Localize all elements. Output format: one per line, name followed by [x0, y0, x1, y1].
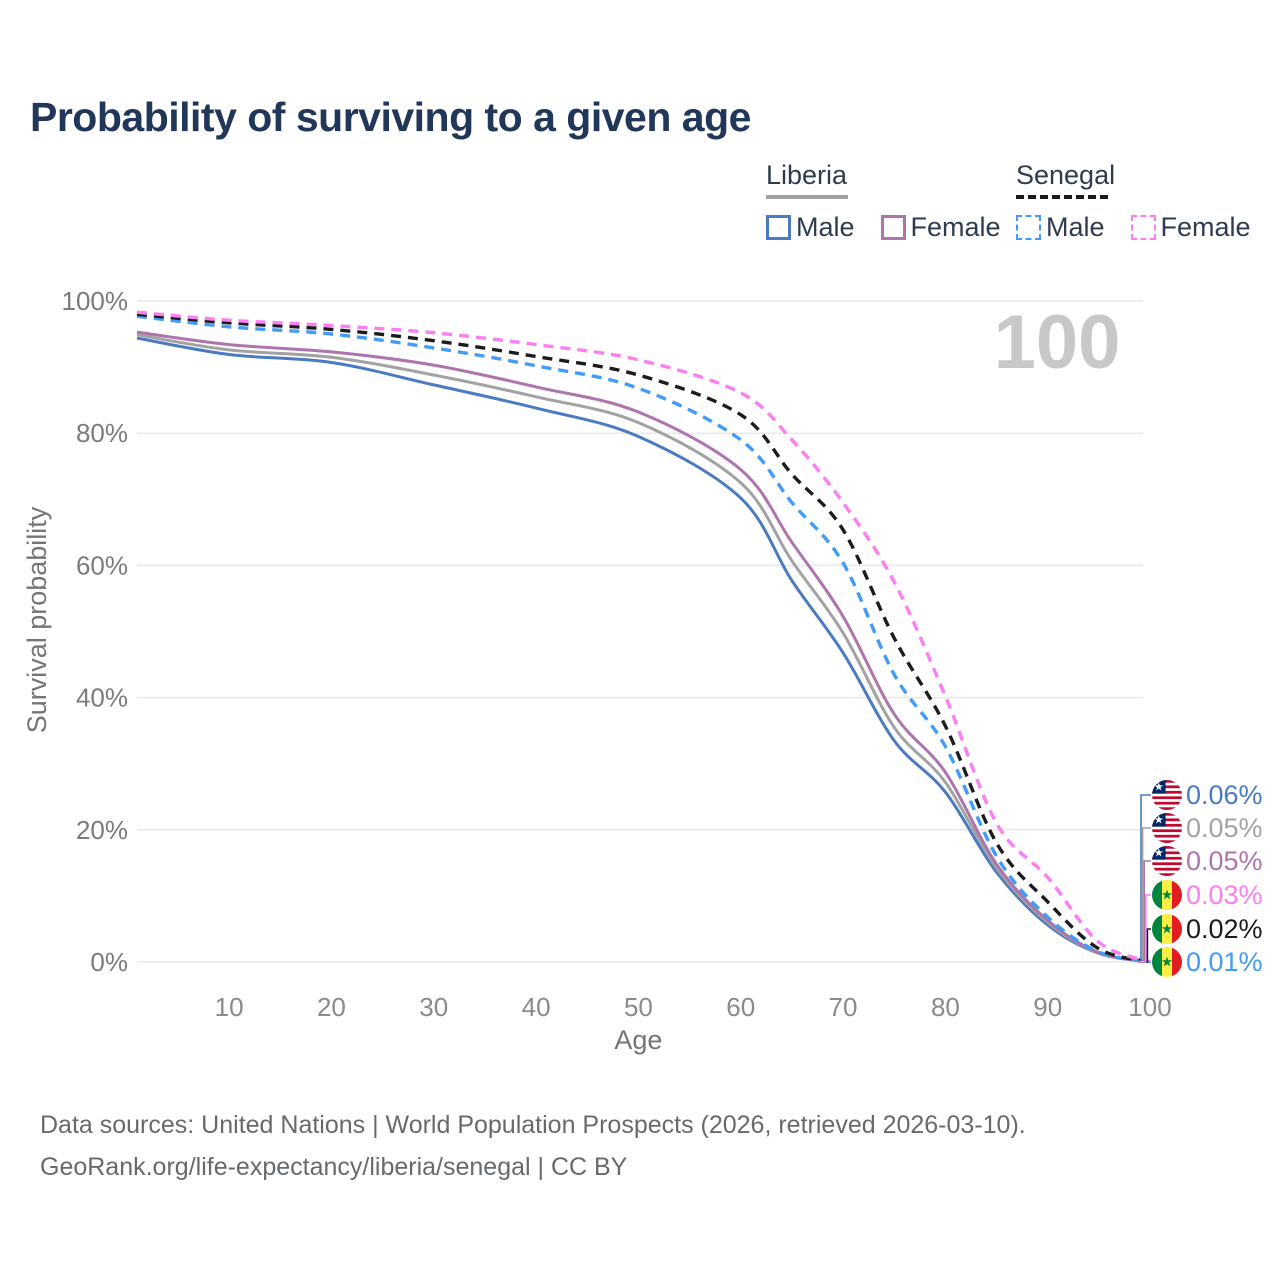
x-tick-label: 90 [1033, 992, 1062, 1022]
legend-item-label: Female [1160, 212, 1251, 242]
y-tick-label: 0% [90, 947, 128, 977]
page-title: Probability of surviving to a given age [30, 94, 751, 140]
x-tick-label: 100 [1128, 992, 1171, 1022]
senegal-flag-icon [1152, 947, 1182, 977]
senegal-line-style-swatch [1016, 195, 1108, 199]
x-tick-label: 10 [215, 992, 244, 1022]
end-label-leader-liberia-female [1138, 860, 1151, 963]
end-label-value-senegal-female: 0.03% [1186, 880, 1263, 910]
x-tick-label: 70 [829, 992, 858, 1022]
legend-item-liberia-male[interactable]: Male [766, 212, 855, 243]
series-line-liberia-female[interactable] [136, 330, 1151, 964]
liberia-line-style-swatch [766, 195, 848, 199]
x-tick-label: 20 [317, 992, 346, 1022]
y-tick-label: 60% [76, 550, 128, 580]
series-line-liberia-all[interactable] [136, 333, 1151, 964]
y-tick-label: 20% [76, 815, 128, 845]
legend-item-label: Male [796, 212, 855, 242]
series-line-senegal-female[interactable] [136, 310, 1151, 964]
footer-attribution: Data sources: United Nations | World Pop… [40, 1104, 1026, 1188]
series-line-senegal-male[interactable] [136, 314, 1151, 964]
attribution-line: GeoRank.org/life-expectancy/liberia/sene… [40, 1153, 628, 1181]
liberia-flag-icon [1152, 813, 1182, 843]
x-tick-label: 30 [419, 992, 448, 1022]
legend-country-senegal[interactable]: Senegal [1016, 160, 1116, 190]
x-tick-label: 40 [522, 992, 551, 1022]
senegal-male-swatch-icon [1016, 215, 1041, 240]
series-line-liberia-male[interactable] [136, 336, 1151, 964]
liberia-flag-icon [1152, 780, 1182, 810]
legend-group-senegal: Senegal Male Female [1016, 160, 1251, 243]
data-source-line: Data sources: United Nations | World Pop… [40, 1111, 1026, 1139]
end-label-value-senegal-male: 0.01% [1186, 947, 1263, 977]
legend-item-liberia-female[interactable]: Female [880, 212, 1001, 243]
end-label-value-liberia-female: 0.05% [1186, 846, 1263, 876]
y-tick-label: 40% [76, 683, 128, 713]
y-tick-label: 80% [76, 418, 128, 448]
legend-item-senegal-male[interactable]: Male [1016, 212, 1105, 243]
end-label-value-liberia-all: 0.05% [1186, 813, 1263, 843]
senegal-flag-icon [1152, 880, 1182, 910]
senegal-female-swatch-icon [1130, 215, 1156, 240]
legend-item-label: Male [1046, 212, 1105, 242]
liberia-flag-icon [1152, 846, 1182, 876]
x-axis-title: Age [614, 1025, 662, 1055]
end-label-value-liberia-male: 0.06% [1186, 780, 1263, 810]
age-indicator-watermark: 100 [994, 300, 1121, 385]
liberia-male-swatch-icon [766, 215, 791, 240]
x-tick-label: 80 [931, 992, 960, 1022]
end-label-value-senegal-all: 0.02% [1186, 914, 1263, 944]
liberia-female-swatch-icon [880, 215, 906, 240]
y-tick-label: 100% [62, 286, 129, 316]
senegal-flag-icon [1152, 914, 1182, 944]
x-tick-label: 60 [726, 992, 755, 1022]
legend-item-label: Female [910, 212, 1001, 242]
legend-item-senegal-female[interactable]: Female [1130, 212, 1251, 243]
x-tick-label: 50 [624, 992, 653, 1022]
y-axis-title: Survival probability [22, 506, 52, 733]
end-label-leader-senegal-female [1138, 894, 1151, 963]
legend-country-liberia[interactable]: Liberia [766, 160, 848, 190]
series-line-senegal-all[interactable] [136, 312, 1151, 964]
legend-group-liberia: Liberia Male Female [766, 160, 1001, 243]
